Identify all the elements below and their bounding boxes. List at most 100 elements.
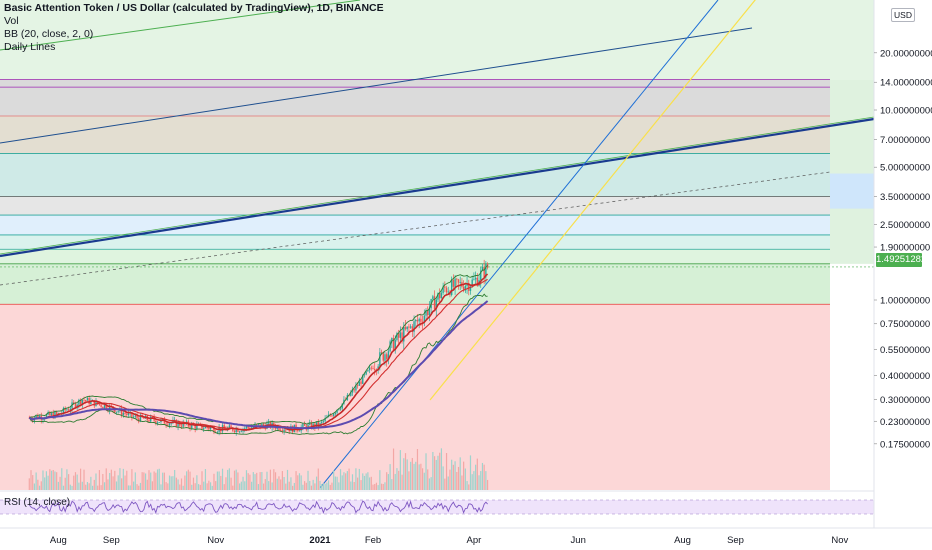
candle-body[interactable] xyxy=(257,424,260,426)
candle-body[interactable] xyxy=(204,426,207,429)
candle-body[interactable] xyxy=(297,430,299,431)
candle-body[interactable] xyxy=(238,431,241,433)
candle-body[interactable] xyxy=(310,422,313,429)
candle-body[interactable] xyxy=(156,422,159,424)
candle-body[interactable] xyxy=(35,415,37,418)
legend-volume[interactable]: Vol xyxy=(4,15,19,27)
candle-body[interactable] xyxy=(81,399,84,405)
candle-body[interactable] xyxy=(392,338,395,351)
candle-body[interactable] xyxy=(233,430,236,433)
upper-trend-line[interactable] xyxy=(0,27,753,144)
candle-body[interactable] xyxy=(165,423,167,425)
candle-body[interactable] xyxy=(367,370,369,372)
candle-body[interactable] xyxy=(240,431,243,433)
candle-body[interactable] xyxy=(339,408,342,410)
candle-body[interactable] xyxy=(399,332,402,338)
candle-body[interactable] xyxy=(90,400,92,404)
candle-body[interactable] xyxy=(126,413,128,415)
candle-body[interactable] xyxy=(213,427,215,433)
candle-body[interactable] xyxy=(216,431,219,433)
legend-daily-lines[interactable]: Daily Lines xyxy=(4,41,56,53)
candle-body[interactable] xyxy=(73,402,75,404)
candle-body[interactable] xyxy=(421,321,424,323)
candle-body[interactable] xyxy=(79,399,82,405)
candle-body[interactable] xyxy=(256,424,258,426)
main-trend-line-upper[interactable] xyxy=(0,116,875,255)
candle-body[interactable] xyxy=(368,367,371,371)
candle-body[interactable] xyxy=(321,421,323,424)
candle-body[interactable] xyxy=(143,417,145,419)
candle-body[interactable] xyxy=(409,326,412,328)
candle-body[interactable] xyxy=(418,318,420,322)
candle-body[interactable] xyxy=(363,374,366,376)
candle-body[interactable] xyxy=(420,318,422,322)
candle-body[interactable] xyxy=(360,381,362,384)
candle-body[interactable] xyxy=(401,332,403,342)
candle-body[interactable] xyxy=(67,409,70,411)
candle-body[interactable] xyxy=(235,428,237,433)
candle-body[interactable] xyxy=(138,418,140,422)
candle-body[interactable] xyxy=(415,319,417,322)
candle-body[interactable] xyxy=(469,286,472,291)
candle-body[interactable] xyxy=(309,422,311,425)
candle-body[interactable] xyxy=(252,426,255,428)
candle-body[interactable] xyxy=(76,404,78,408)
candle-body[interactable] xyxy=(172,420,174,423)
candle-body[interactable] xyxy=(182,422,184,427)
candle-body[interactable] xyxy=(365,371,367,375)
candle-body[interactable] xyxy=(250,427,253,430)
candle-body[interactable] xyxy=(203,428,205,430)
candle-body[interactable] xyxy=(37,415,39,419)
candle-body[interactable] xyxy=(440,292,443,299)
candle-body[interactable] xyxy=(281,430,284,432)
yellow-steep-line[interactable] xyxy=(429,0,760,401)
candle-body[interactable] xyxy=(303,423,306,426)
candle-body[interactable] xyxy=(317,422,319,427)
candle-body[interactable] xyxy=(454,278,456,287)
candle-body[interactable] xyxy=(428,308,431,316)
candle-body[interactable] xyxy=(139,414,142,422)
candle-body[interactable] xyxy=(209,427,212,430)
candle-body[interactable] xyxy=(223,425,225,429)
candle-body[interactable] xyxy=(285,429,287,431)
candle-body[interactable] xyxy=(208,427,210,430)
candle-body[interactable] xyxy=(374,368,376,370)
candle-body[interactable] xyxy=(476,277,479,286)
candle-body[interactable] xyxy=(83,399,85,401)
candle-body[interactable] xyxy=(464,285,467,291)
candle-body[interactable] xyxy=(481,266,484,271)
candle-body[interactable] xyxy=(391,338,393,342)
candle-body[interactable] xyxy=(331,415,333,417)
candle-body[interactable] xyxy=(406,326,408,330)
candle-body[interactable] xyxy=(245,426,248,429)
candle-body[interactable] xyxy=(244,428,246,430)
candle-body[interactable] xyxy=(180,425,183,427)
candle-body[interactable] xyxy=(85,400,87,401)
blue-steep-line[interactable] xyxy=(319,0,719,489)
candle-body[interactable] xyxy=(384,354,386,361)
candle-body[interactable] xyxy=(389,341,391,352)
candle-body[interactable] xyxy=(283,429,285,432)
candle-body[interactable] xyxy=(66,409,68,411)
candle-body[interactable] xyxy=(115,411,118,413)
dashed-trend-line[interactable] xyxy=(0,171,831,286)
candle-body[interactable] xyxy=(228,425,231,428)
candle-body[interactable] xyxy=(279,429,282,431)
candle-body[interactable] xyxy=(177,421,179,427)
candle-body[interactable] xyxy=(423,315,426,323)
candle-body[interactable] xyxy=(322,421,325,423)
candle-body[interactable] xyxy=(411,326,414,332)
candle-body[interactable] xyxy=(131,412,133,417)
candle-body[interactable] xyxy=(471,279,473,287)
candle-body[interactable] xyxy=(404,326,407,330)
candle-body[interactable] xyxy=(485,263,487,278)
candle-body[interactable] xyxy=(237,428,239,432)
candle-body[interactable] xyxy=(356,385,359,387)
candle-body[interactable] xyxy=(385,354,388,359)
candle-body[interactable] xyxy=(324,418,326,422)
candle-body[interactable] xyxy=(442,286,444,293)
candle-body[interactable] xyxy=(155,420,157,424)
candle-body[interactable] xyxy=(206,426,208,428)
candle-body[interactable] xyxy=(459,282,461,283)
